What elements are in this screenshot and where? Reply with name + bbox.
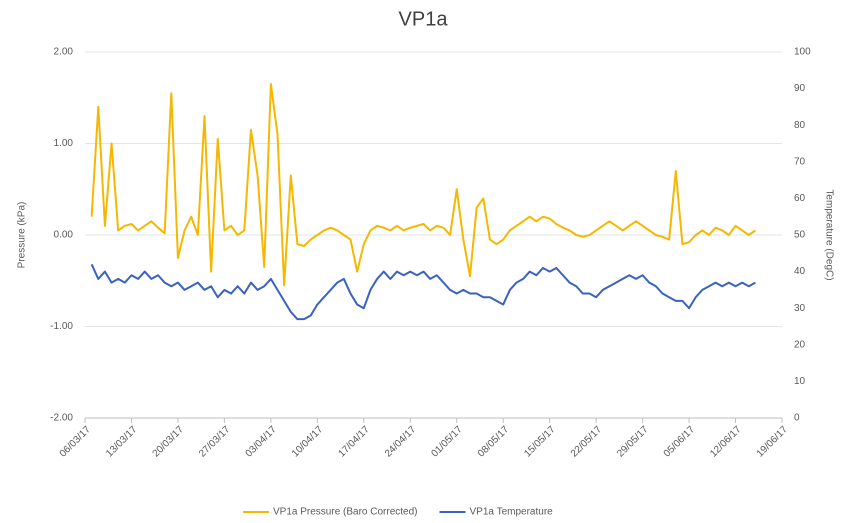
y-tick-label: 1.00 [54, 138, 74, 149]
legend-label: VP1a Temperature [470, 507, 554, 518]
y2-tick-label: 80 [794, 120, 806, 131]
chart-title: VP1a [399, 8, 449, 30]
y2-tick-label: 50 [794, 230, 806, 241]
y2-tick-label: 0 [794, 413, 800, 424]
y-axis-label: Pressure (kPa) [17, 202, 28, 269]
y2-tick-label: 70 [794, 156, 806, 167]
legend-label: VP1a Pressure (Baro Corrected) [273, 507, 418, 518]
y-tick-label: 2.00 [54, 47, 74, 58]
series-line [90, 83, 757, 287]
y2-axis-label: Temperature (DegC) [823, 189, 834, 280]
y-tick-label: -1.00 [50, 321, 73, 332]
y2-tick-label: 30 [794, 303, 806, 314]
y2-tick-label: 20 [794, 339, 806, 350]
y-tick-label: 0.00 [54, 230, 74, 241]
y-tick-label: -2.00 [50, 413, 73, 424]
y2-tick-label: 60 [794, 193, 806, 204]
y2-tick-label: 40 [794, 266, 806, 277]
y2-tick-label: 100 [794, 47, 811, 58]
y2-tick-label: 90 [794, 83, 806, 94]
series-line [90, 263, 756, 321]
y2-tick-label: 10 [794, 376, 806, 387]
